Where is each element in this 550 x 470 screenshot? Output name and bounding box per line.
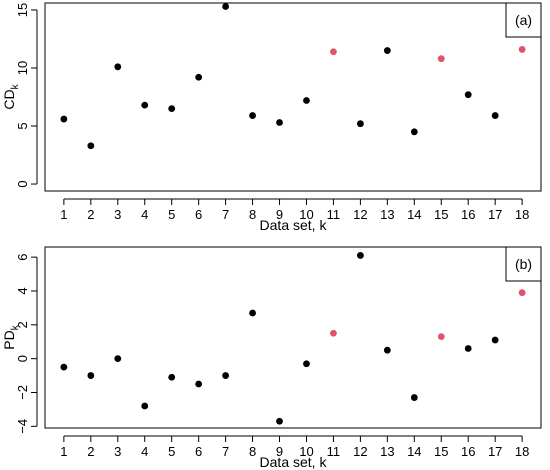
data-point: [383, 47, 391, 54]
data-point: [168, 105, 176, 113]
x-tick-label: 18: [515, 207, 529, 222]
data-point: [141, 402, 149, 410]
y-axis-title-main: CD: [1, 89, 17, 109]
data-point: [60, 363, 68, 371]
x-tick-label: 16: [461, 444, 475, 459]
panel-label-box: [505, 246, 542, 282]
x-tick-label: 11: [327, 444, 341, 459]
data-point: [249, 309, 256, 317]
x-tick-label: 5: [168, 207, 175, 222]
data-point: [114, 63, 122, 71]
y-tick-label: 2: [15, 321, 30, 328]
data-point: [410, 394, 418, 401]
x-tick-label: 10: [299, 444, 313, 459]
data-point: [195, 73, 203, 81]
x-tick-label: 3: [114, 444, 121, 459]
x-tick-label: 12: [353, 444, 367, 459]
y-tick-label: 10: [15, 61, 30, 75]
data-point: [168, 373, 176, 381]
panel-label: (a): [515, 12, 532, 28]
y-axis-title: CDk: [1, 83, 21, 109]
x-tick-label: 2: [87, 207, 94, 222]
data-point: [303, 360, 310, 368]
x-tick-label: 15: [434, 207, 448, 222]
x-tick-label: 14: [407, 444, 421, 459]
data-point: [491, 112, 499, 119]
x-tick-label: 6: [195, 444, 202, 459]
x-tick-label: 7: [222, 444, 229, 459]
x-tick-label: 9: [276, 207, 283, 222]
x-tick-label: 13: [380, 207, 394, 222]
data-point: [87, 372, 95, 379]
x-tick-label: 11: [327, 207, 341, 222]
x-tick-label: 1: [60, 444, 67, 459]
data-point-highlighted: [518, 289, 526, 297]
data-point: [356, 120, 364, 128]
panel-label: (b): [515, 256, 532, 272]
x-tick-label: 4: [141, 444, 148, 459]
data-point: [249, 112, 256, 119]
data-point: [141, 101, 149, 109]
data-point-highlighted: [437, 55, 445, 63]
data-point: [222, 3, 230, 10]
x-tick-label: 4: [141, 207, 148, 222]
data-point: [276, 119, 283, 126]
data-point: [464, 345, 472, 352]
data-point: [60, 115, 68, 123]
y-tick-label: 0: [15, 355, 30, 362]
x-tick-label: 8: [249, 444, 256, 459]
data-point: [491, 336, 499, 344]
y-axis-title-subscript: k: [10, 83, 21, 89]
data-point-highlighted: [518, 46, 526, 53]
data-point: [383, 346, 391, 354]
x-tick-label: 9: [276, 444, 283, 459]
y-tick-label: −2: [15, 385, 30, 400]
x-tick-label: 17: [488, 207, 502, 222]
x-tick-label: 10: [299, 207, 313, 222]
x-tick-label: 17: [488, 444, 502, 459]
data-point: [114, 355, 122, 363]
data-point: [303, 97, 310, 104]
y-tick-label: 4: [15, 287, 30, 294]
data-point: [276, 417, 283, 425]
x-tick-label: 14: [407, 207, 421, 222]
x-tick-label: 16: [461, 207, 475, 222]
x-tick-label: 8: [249, 207, 256, 222]
data-point-highlighted: [330, 48, 337, 56]
x-tick-label: 12: [353, 207, 367, 222]
x-tick-label: 5: [168, 444, 175, 459]
x-tick-label: 13: [380, 444, 394, 459]
x-axis-title: Data set, k: [260, 454, 328, 470]
y-axis-title: PDk: [1, 324, 21, 349]
data-point-highlighted: [437, 333, 445, 341]
y-tick-label: 0: [15, 180, 30, 187]
y-axis-title-subscript: k: [10, 324, 21, 330]
plot-frame: [44, 2, 542, 192]
data-point-highlighted: [330, 329, 337, 337]
x-tick-label: 3: [114, 207, 121, 222]
x-tick-label: 2: [87, 444, 94, 459]
data-point: [410, 128, 418, 136]
plot-frame: [44, 246, 542, 429]
x-tick-label: 1: [60, 207, 67, 222]
y-tick-label: 5: [15, 122, 30, 129]
panel-label-box: [505, 2, 542, 38]
x-tick-label: 18: [515, 444, 529, 459]
data-point: [222, 372, 230, 379]
y-axis-title-main: PD: [1, 330, 17, 349]
data-point: [87, 142, 95, 150]
data-point: [464, 91, 472, 99]
x-axis-title: Data set, k: [260, 217, 328, 233]
data-point: [195, 380, 203, 388]
y-tick-label: −4: [15, 419, 30, 434]
x-tick-label: 6: [195, 207, 202, 222]
x-tick-label: 7: [222, 207, 229, 222]
x-tick-label: 15: [434, 444, 448, 459]
y-tick-label: 6: [15, 254, 30, 261]
y-tick-label: 15: [15, 3, 30, 17]
data-point: [356, 252, 364, 259]
